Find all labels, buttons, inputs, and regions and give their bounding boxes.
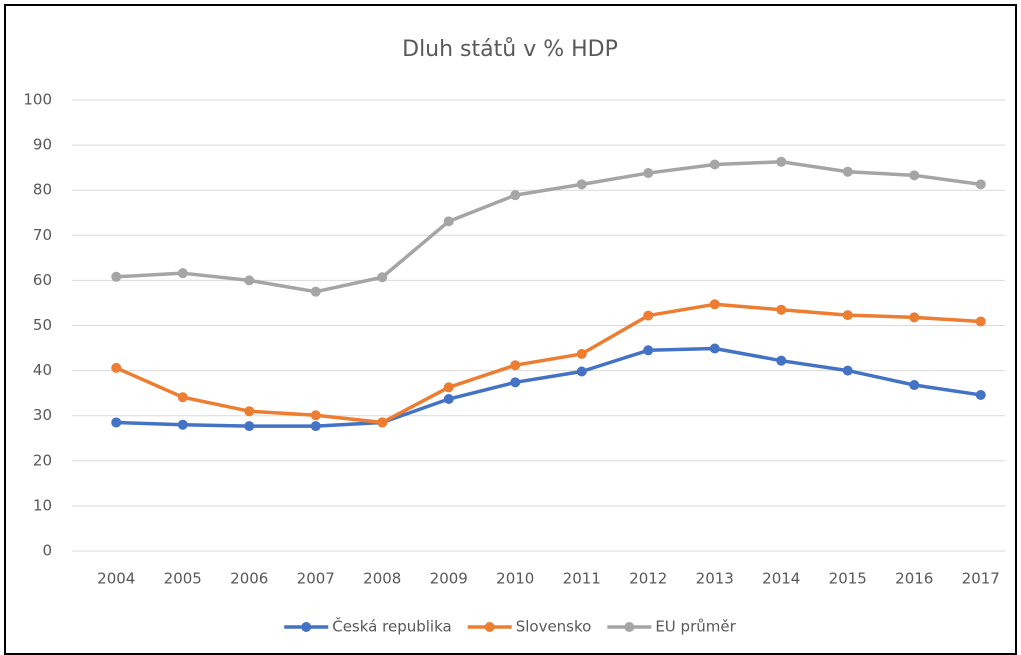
data-point (177, 268, 188, 279)
series-line (116, 160, 981, 294)
x-tick-label: 2013 (696, 570, 734, 588)
x-tick-label: 2016 (895, 570, 933, 588)
x-tick-label: 2009 (430, 570, 468, 588)
data-point (776, 355, 787, 366)
series-line (116, 346, 982, 428)
chart-title: Dluh států v % HDP (402, 37, 618, 62)
data-point (510, 190, 521, 201)
data-point (177, 419, 188, 430)
data-point (443, 216, 454, 227)
data-point (377, 272, 388, 283)
data-point (709, 159, 720, 170)
y-tick-label: 30 (33, 406, 52, 424)
data-point (643, 168, 654, 179)
data-point (377, 417, 388, 428)
data-point (909, 380, 920, 391)
legend-label: Česká republika (332, 617, 451, 636)
data-point (709, 343, 720, 354)
data-point (909, 170, 920, 181)
data-point (310, 410, 321, 421)
data-point (776, 304, 787, 315)
x-tick-label: 2004 (97, 570, 135, 588)
y-tick-label: 50 (33, 316, 52, 334)
y-tick-label: 40 (33, 361, 52, 379)
y-tick-label: 70 (33, 226, 52, 244)
x-tick-label: 2005 (164, 570, 202, 588)
chart-border (4, 4, 1017, 655)
data-point (643, 310, 654, 321)
data-point (177, 392, 188, 403)
data-point (709, 299, 720, 310)
data-point (244, 275, 255, 286)
data-point (643, 345, 654, 356)
y-tick-label: 80 (33, 181, 52, 199)
y-tick-label: 20 (33, 451, 52, 469)
x-tick-label: 2017 (962, 570, 1000, 588)
x-tick-label: 2008 (363, 570, 401, 588)
data-point (842, 166, 853, 177)
y-tick-label: 90 (33, 136, 52, 154)
data-point (443, 382, 454, 393)
legend-marker (624, 622, 635, 632)
data-point (842, 365, 853, 376)
data-point (310, 421, 321, 432)
x-tick-label: 2014 (762, 570, 800, 588)
x-tick-label: 2012 (629, 570, 667, 588)
data-point (975, 389, 986, 400)
series-line (115, 302, 981, 425)
data-point (975, 316, 986, 327)
data-point (111, 362, 122, 373)
data-point (111, 271, 122, 282)
data-point (111, 417, 122, 428)
data-point (975, 179, 986, 190)
x-tick-label: 2006 (230, 570, 268, 588)
data-point (510, 360, 521, 371)
data-point (576, 366, 587, 377)
data-point (576, 348, 587, 359)
x-tick-label: 2015 (829, 570, 867, 588)
legend-label: EU průměr (655, 618, 736, 636)
data-point (443, 394, 454, 405)
data-point (576, 179, 587, 190)
y-tick-label: 100 (23, 91, 52, 109)
legend-marker (301, 622, 312, 632)
y-tick-label: 60 (33, 271, 52, 289)
y-tick-label: 0 (42, 542, 52, 560)
x-tick-label: 2007 (297, 570, 335, 588)
legend-label: Slovensko (516, 618, 592, 636)
data-point (244, 406, 255, 417)
data-point (909, 312, 920, 323)
x-tick-label: 2010 (496, 570, 534, 588)
y-tick-label: 10 (33, 496, 52, 514)
data-point (510, 377, 521, 388)
legend-marker (484, 622, 495, 632)
data-point (776, 156, 787, 167)
data-point (244, 421, 255, 432)
x-tick-label: 2011 (563, 570, 601, 588)
data-point (310, 286, 321, 297)
data-point (842, 310, 853, 321)
